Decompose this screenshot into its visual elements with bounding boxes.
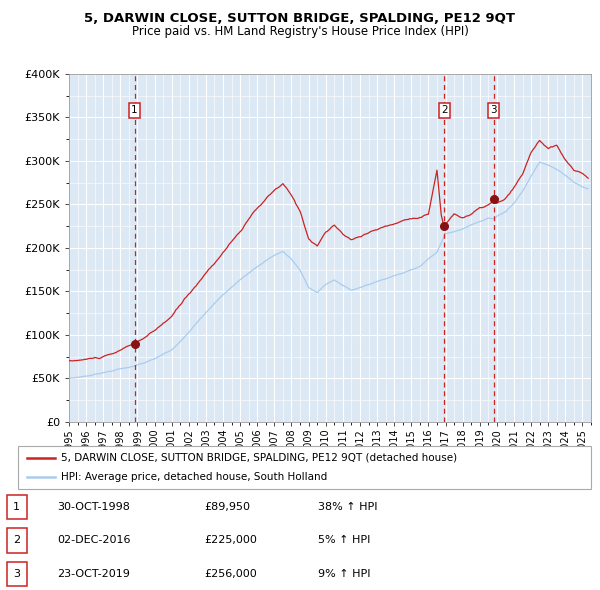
Text: 1: 1 xyxy=(131,105,138,115)
FancyBboxPatch shape xyxy=(18,446,591,489)
Text: 5, DARWIN CLOSE, SUTTON BRIDGE, SPALDING, PE12 9QT (detached house): 5, DARWIN CLOSE, SUTTON BRIDGE, SPALDING… xyxy=(61,453,457,463)
Text: 3: 3 xyxy=(490,105,497,115)
Text: £89,950: £89,950 xyxy=(204,502,250,512)
Text: £225,000: £225,000 xyxy=(204,536,257,545)
Text: HPI: Average price, detached house, South Holland: HPI: Average price, detached house, Sout… xyxy=(61,472,327,482)
Text: 30-OCT-1998: 30-OCT-1998 xyxy=(57,502,130,512)
Text: 38% ↑ HPI: 38% ↑ HPI xyxy=(318,502,377,512)
FancyBboxPatch shape xyxy=(7,494,26,519)
Text: 2: 2 xyxy=(13,536,20,545)
Text: Price paid vs. HM Land Registry's House Price Index (HPI): Price paid vs. HM Land Registry's House … xyxy=(131,25,469,38)
Text: 5, DARWIN CLOSE, SUTTON BRIDGE, SPALDING, PE12 9QT: 5, DARWIN CLOSE, SUTTON BRIDGE, SPALDING… xyxy=(85,12,515,25)
Text: 1: 1 xyxy=(13,502,20,512)
FancyBboxPatch shape xyxy=(7,528,26,553)
Text: 23-OCT-2019: 23-OCT-2019 xyxy=(57,569,130,579)
Text: 5% ↑ HPI: 5% ↑ HPI xyxy=(318,536,370,545)
Text: 02-DEC-2016: 02-DEC-2016 xyxy=(57,536,131,545)
Text: 2: 2 xyxy=(441,105,448,115)
Text: 9% ↑ HPI: 9% ↑ HPI xyxy=(318,569,371,579)
FancyBboxPatch shape xyxy=(7,562,26,586)
Text: £256,000: £256,000 xyxy=(204,569,257,579)
Text: 3: 3 xyxy=(13,569,20,579)
